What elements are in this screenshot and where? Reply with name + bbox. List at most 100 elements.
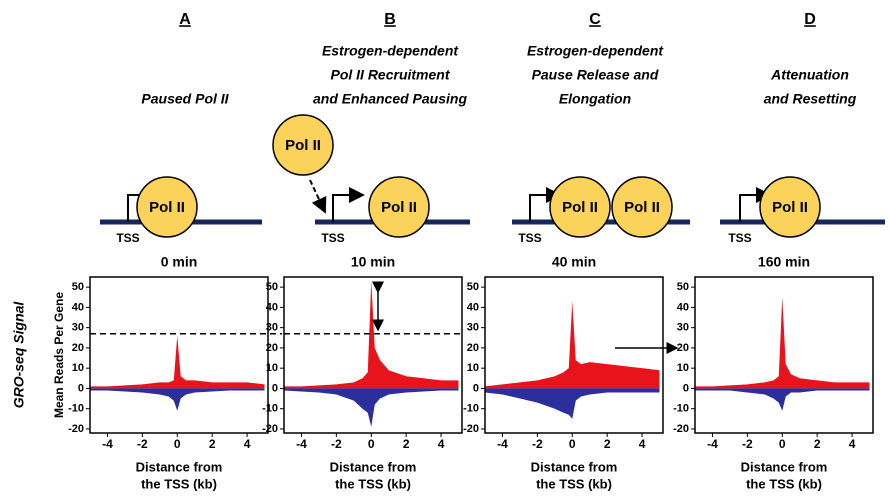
signal-area (284, 281, 459, 389)
y-tick-label: 20 (467, 342, 479, 354)
x-axis-label: the TSS (kb) (536, 476, 612, 491)
y-tick-label: 10 (266, 362, 278, 374)
x-tick-label: 0 (174, 437, 181, 451)
y-tick-label: 20 (72, 342, 84, 354)
x-tick-label: -4 (707, 437, 718, 451)
x-axis-label: the TSS (kb) (746, 476, 822, 491)
tss-label: TSS (116, 231, 139, 245)
y-tick-label: -10 (673, 403, 689, 415)
pol-ii (759, 176, 821, 238)
y-tick-label: -10 (463, 403, 479, 415)
x-tick-label: 4 (849, 437, 856, 451)
x-tick-label: 2 (209, 437, 216, 451)
x-tick-label: 4 (639, 437, 646, 451)
y-tick-label: -20 (68, 423, 84, 435)
panel-heading: Paused Pol II (141, 91, 229, 107)
y-tick-label: 30 (266, 322, 278, 334)
y-tick-label: 0 (683, 382, 689, 394)
panel-heading: Estrogen-dependent (527, 43, 664, 59)
y-tick-label: 40 (72, 301, 84, 313)
pol-ii (549, 176, 611, 238)
pol-ii-label: Pol II (381, 199, 417, 216)
x-axis-label: Distance from (531, 459, 618, 474)
panel-letter: C (589, 11, 601, 28)
x-tick-label: -2 (742, 437, 753, 451)
x-tick-label: -2 (137, 437, 148, 451)
panel-heading: and Enhanced Pausing (313, 91, 467, 107)
panel-letter: B (384, 11, 396, 28)
panel-heading: Pause Release and (532, 67, 659, 83)
y-tick-label: 0 (473, 382, 479, 394)
y-tick-label: 30 (677, 322, 689, 334)
chart-title: 160 min (758, 254, 810, 270)
pol-ii-label: Pol II (624, 199, 660, 216)
pol-ii-label: Pol II (772, 199, 808, 216)
plot-frame (283, 276, 463, 434)
tss-arrow (529, 187, 562, 222)
plot-frame (89, 276, 269, 434)
signal-area (90, 335, 265, 389)
x-axis-label: the TSS (kb) (141, 476, 217, 491)
x-tick-label: 4 (438, 437, 445, 451)
chart-title: 0 min (161, 254, 198, 270)
x-tick-label: 0 (368, 437, 375, 451)
y-tick-label: 30 (467, 322, 479, 334)
x-tick-label: -4 (497, 437, 508, 451)
tss-arrow (739, 187, 772, 222)
panel-heading: Pol II Recruitment (330, 67, 450, 83)
x-tick-label: 0 (779, 437, 786, 451)
pol-ii (272, 114, 334, 176)
panel-heading: Estrogen-dependent (322, 43, 459, 59)
chart-title: 10 min (351, 254, 395, 270)
y-tick-label: 10 (467, 362, 479, 374)
tss-label: TSS (518, 231, 541, 245)
chart-title: 40 min (552, 254, 596, 270)
y-axis-label: Mean Reads Per Gene (52, 292, 66, 418)
signal-area (485, 388, 660, 419)
x-tick-label: -4 (102, 437, 113, 451)
y-tick-label: 0 (78, 382, 84, 394)
signal-area (695, 297, 870, 389)
pol-ii-label: Pol II (285, 137, 321, 154)
signal-area (485, 301, 660, 389)
x-axis-label: Distance from (136, 459, 223, 474)
panel-heading: Elongation (559, 91, 631, 107)
y-tick-label: 50 (467, 281, 479, 293)
x-axis-label: Distance from (741, 459, 828, 474)
y-tick-label: -20 (673, 423, 689, 435)
y-tick-label: 50 (266, 281, 278, 293)
x-tick-label: -4 (296, 437, 307, 451)
pol-ii-label: Pol II (562, 199, 598, 216)
recruit-arrow (309, 179, 327, 214)
y-tick-label: 20 (677, 342, 689, 354)
y-tick-label: 10 (72, 362, 84, 374)
panel-heading: and Resetting (764, 91, 857, 107)
x-tick-label: 0 (569, 437, 576, 451)
signal-area (695, 388, 870, 411)
y-tick-label: 10 (677, 362, 689, 374)
signal-area (284, 388, 459, 427)
panel-letter: D (804, 11, 816, 28)
x-tick-label: 2 (403, 437, 410, 451)
plot-frame (484, 276, 664, 434)
tss-arrow (332, 187, 365, 222)
plot-frame (694, 276, 874, 434)
y-tick-label: 40 (677, 301, 689, 313)
x-tick-label: -2 (532, 437, 543, 451)
x-tick-label: -2 (331, 437, 342, 451)
y-tick-label: 50 (677, 281, 689, 293)
y-tick-label: 30 (72, 322, 84, 334)
x-tick-label: 2 (814, 437, 821, 451)
pol-ii (136, 176, 198, 238)
tss-label: TSS (321, 231, 344, 245)
pol-ii (611, 176, 673, 238)
y-tick-label: 0 (272, 382, 278, 394)
side-label: GRO-seq Signal (11, 301, 27, 409)
y-tick-label: 40 (266, 301, 278, 313)
y-tick-label: 50 (72, 281, 84, 293)
pol-ii (368, 176, 430, 238)
tss-label: TSS (728, 231, 751, 245)
x-axis-label: the TSS (kb) (335, 476, 411, 491)
